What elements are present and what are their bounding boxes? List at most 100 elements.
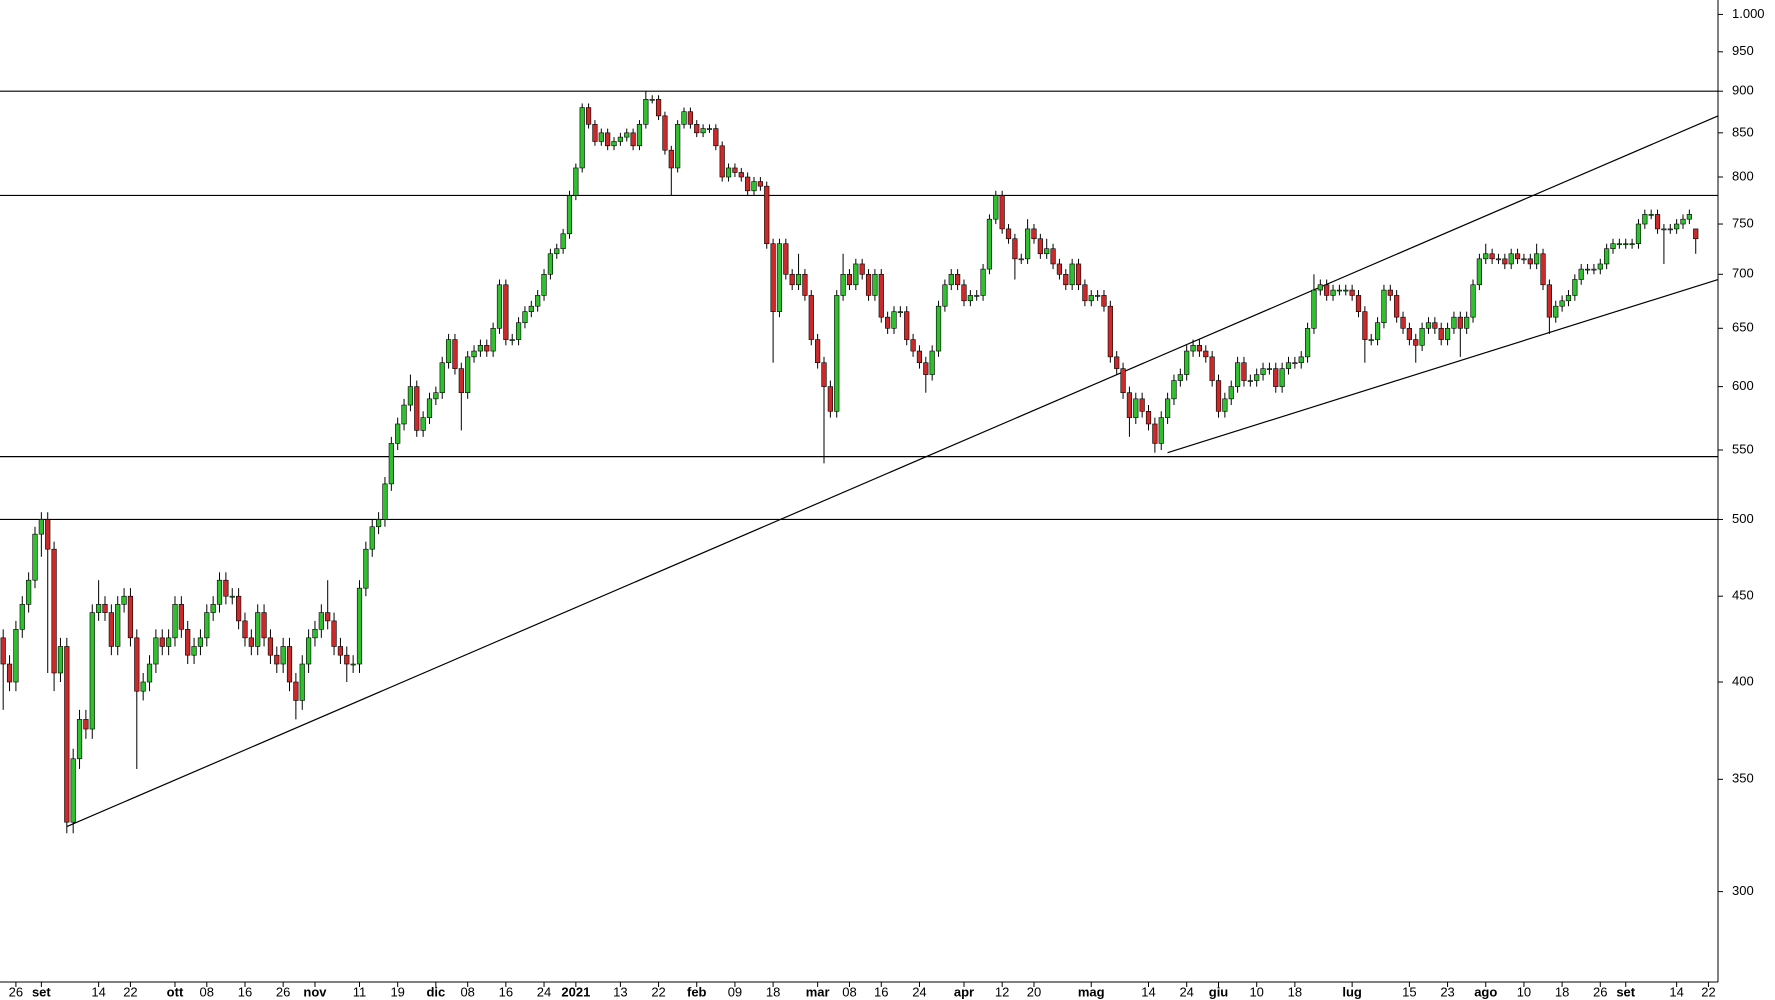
candle-body <box>395 423 401 444</box>
x-tick-label: 14 <box>1669 984 1683 999</box>
candle-body <box>980 268 986 296</box>
candle-body <box>318 612 324 630</box>
candle-body <box>955 273 961 286</box>
candle-body <box>401 404 407 425</box>
candle-body <box>1254 374 1260 381</box>
candle-body <box>916 350 923 364</box>
candle-body <box>802 273 808 296</box>
candle-body <box>255 612 261 647</box>
x-tick-label: 26 <box>276 984 290 999</box>
y-tick-label: 750 <box>1732 215 1754 230</box>
candle-body <box>687 111 693 125</box>
candle-body <box>1063 273 1069 286</box>
candle-body <box>560 233 566 250</box>
candle-body <box>1012 238 1018 260</box>
candle-body <box>808 295 814 340</box>
candle-body <box>1005 228 1012 240</box>
candle-body <box>1654 214 1661 230</box>
candle-body <box>89 612 95 730</box>
candle-body <box>407 386 414 406</box>
candle-body <box>140 681 146 692</box>
candle-body <box>821 362 827 387</box>
y-tick-label: 500 <box>1732 511 1754 526</box>
candle-body <box>1578 268 1584 280</box>
candle-body <box>535 295 541 307</box>
candle-body <box>1464 316 1470 329</box>
x-tick-label: 24 <box>537 984 551 999</box>
candle-body <box>1165 398 1171 418</box>
candle-body <box>636 124 643 147</box>
candle-body <box>19 604 25 630</box>
candle-body <box>363 548 369 589</box>
candle-body <box>445 339 452 364</box>
candle-body <box>509 339 515 341</box>
x-tick-label: 24 <box>1179 984 1193 999</box>
x-tick-label: 19 <box>390 984 404 999</box>
candle-body <box>1075 263 1082 286</box>
x-tick-label: 22 <box>1701 984 1715 999</box>
candle-body <box>64 646 70 823</box>
candle-body <box>1234 362 1241 387</box>
candle-body <box>121 595 127 605</box>
x-tick-label: dic <box>426 984 445 999</box>
candle-body <box>1381 289 1387 324</box>
candle-body <box>878 273 884 318</box>
candle-body <box>859 263 865 275</box>
candle-body <box>700 128 706 134</box>
candle-body <box>1311 289 1317 329</box>
candle-body <box>1616 243 1622 246</box>
candle-body <box>1184 350 1190 375</box>
candle-body <box>458 368 464 394</box>
candle-body <box>1419 327 1425 346</box>
candle-body <box>1527 258 1533 265</box>
candle-body <box>108 612 114 647</box>
candle-body <box>1082 284 1088 302</box>
candle-body <box>248 637 254 647</box>
candle-body <box>547 253 553 275</box>
candle-body <box>605 132 611 147</box>
candle-body <box>51 548 57 674</box>
candle-body <box>706 128 713 130</box>
candle-body <box>783 243 789 275</box>
candle-body <box>312 629 318 639</box>
candle-body <box>1025 228 1031 260</box>
candle-body <box>166 637 172 647</box>
candle-body <box>846 273 853 286</box>
candle-body <box>897 311 903 313</box>
candle-body <box>0 637 6 665</box>
y-tick-label: 600 <box>1732 378 1754 393</box>
candle-body <box>1374 322 1381 340</box>
candle-body <box>541 273 547 296</box>
candle-body <box>191 646 197 656</box>
x-tick-label: 10 <box>1249 984 1263 999</box>
candle-body <box>465 356 471 394</box>
candle-body <box>935 305 942 352</box>
x-tick-label: 11 <box>353 984 367 999</box>
candle-body <box>904 311 910 340</box>
candle-body <box>1425 322 1432 329</box>
x-tick-label: 18 <box>1288 984 1302 999</box>
candle-body <box>840 273 846 296</box>
candle-body <box>185 629 191 656</box>
candle-body <box>573 167 579 196</box>
candle-body <box>1470 284 1476 318</box>
candle-body <box>1693 228 1699 240</box>
candle-body <box>655 99 662 117</box>
candle-body <box>382 483 388 520</box>
candle-body <box>961 284 967 302</box>
candle-body <box>1330 289 1336 296</box>
candle-body <box>719 145 725 178</box>
candle-body <box>592 124 598 142</box>
candle-body <box>388 443 394 485</box>
candle-body <box>146 663 153 683</box>
x-tick-label: set <box>1616 984 1635 999</box>
candle-body <box>1444 327 1451 340</box>
candle-body <box>1222 398 1228 412</box>
candle-body <box>70 758 76 823</box>
candle-body <box>153 637 159 665</box>
y-tick-label: 1.000 <box>1732 6 1765 21</box>
candle-body <box>1228 386 1234 400</box>
x-tick-label: 14 <box>91 984 105 999</box>
x-tick-label: lug <box>1342 984 1362 999</box>
candle-body <box>1502 258 1508 265</box>
